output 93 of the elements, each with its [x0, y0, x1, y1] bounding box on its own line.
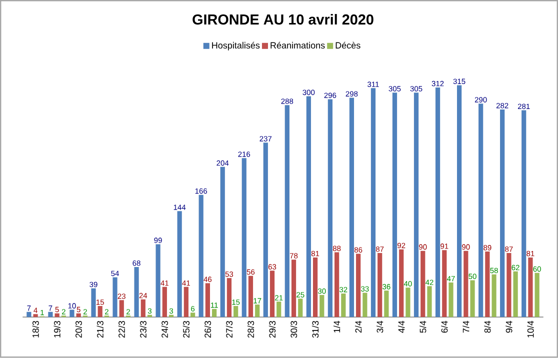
bar	[270, 270, 275, 318]
bar	[356, 254, 361, 318]
x-tick-label: 20/3	[75, 321, 82, 338]
bar	[534, 273, 540, 318]
chart-title: GIRONDE AU 10 avril 2020	[192, 14, 374, 25]
bar	[399, 249, 404, 318]
bar	[184, 287, 188, 318]
legend-label: Réanimations	[270, 42, 325, 49]
bar	[384, 290, 389, 318]
bar	[492, 274, 496, 318]
bar	[255, 304, 260, 318]
x-tick-label: 7/4	[462, 320, 470, 333]
bar	[306, 96, 311, 318]
x-tick-label: 31/3	[312, 321, 319, 338]
bar	[513, 272, 518, 318]
x-tick-label: 27/3	[226, 321, 233, 338]
bar	[420, 250, 426, 318]
bar	[119, 300, 124, 318]
bar	[485, 252, 490, 318]
bar	[140, 300, 146, 318]
bar	[442, 250, 447, 318]
x-tick-label: 30/3	[290, 321, 298, 338]
bar	[162, 287, 167, 318]
bar	[328, 99, 332, 318]
legend-label: Hospitalisés	[212, 42, 260, 50]
x-tick-label: 2/4	[355, 320, 362, 333]
bar	[212, 309, 217, 318]
bar	[226, 278, 232, 318]
bar	[298, 298, 303, 318]
legend-label: Décès	[336, 42, 360, 49]
bar	[522, 110, 526, 318]
bar	[500, 110, 505, 318]
x-tick-label: 23/3	[140, 321, 146, 338]
x-tick-label: 29/3	[268, 321, 276, 338]
bar	[284, 105, 290, 318]
bar	[448, 282, 454, 318]
x-tick-label: 6/4	[441, 320, 448, 333]
bar	[378, 253, 382, 318]
x-tick-label: 4/4	[398, 320, 405, 334]
bar	[220, 167, 225, 318]
bar	[263, 142, 268, 318]
bar	[435, 88, 440, 318]
bar	[406, 288, 410, 318]
bar	[156, 244, 160, 318]
bar	[76, 314, 81, 318]
x-tick-label: 19/3	[54, 321, 60, 338]
bar	[205, 283, 210, 318]
bar	[198, 195, 204, 318]
bar	[320, 295, 324, 318]
x-tick-label: 1/4	[333, 320, 340, 333]
bar	[370, 88, 376, 318]
bar	[134, 267, 139, 318]
bar	[234, 306, 238, 318]
bar	[528, 258, 533, 318]
bar	[242, 158, 246, 318]
bar	[312, 258, 318, 318]
bar	[414, 92, 419, 318]
bar	[506, 253, 512, 318]
bar	[456, 85, 462, 318]
x-tick-label: 9/4	[506, 320, 512, 333]
x-tick-label: 3/4	[376, 320, 384, 333]
x-tick-label: 28/3	[247, 321, 254, 338]
bar	[54, 314, 60, 318]
x-tick-label: 8/4	[484, 320, 491, 333]
bar	[470, 280, 475, 318]
bar	[362, 292, 368, 318]
bar	[48, 312, 53, 318]
bar	[276, 302, 282, 318]
bar	[349, 98, 354, 318]
x-tick-label: 5/4	[420, 320, 426, 333]
x-tick-label: 21/3	[96, 321, 104, 338]
x-tick-label: 25/3	[182, 321, 190, 338]
bar	[478, 104, 484, 318]
bar	[177, 211, 182, 318]
x-tick-label: 10/4	[527, 320, 534, 338]
bar	[33, 314, 38, 318]
bar	[98, 306, 102, 318]
bar	[26, 312, 32, 318]
bar	[248, 276, 254, 318]
bar	[341, 294, 346, 318]
x-tick-label: 18/3	[32, 321, 39, 338]
x-tick-label: 22/3	[118, 321, 125, 338]
bar	[427, 286, 432, 318]
bar	[91, 288, 96, 318]
bar	[190, 312, 196, 318]
bar	[112, 277, 118, 318]
x-tick-label: 24/3	[161, 321, 168, 338]
bar	[334, 252, 340, 318]
bar	[70, 310, 74, 318]
bar	[291, 260, 296, 318]
bar	[464, 250, 468, 318]
x-tick-label: 26/3	[204, 321, 212, 338]
bar	[392, 92, 398, 318]
